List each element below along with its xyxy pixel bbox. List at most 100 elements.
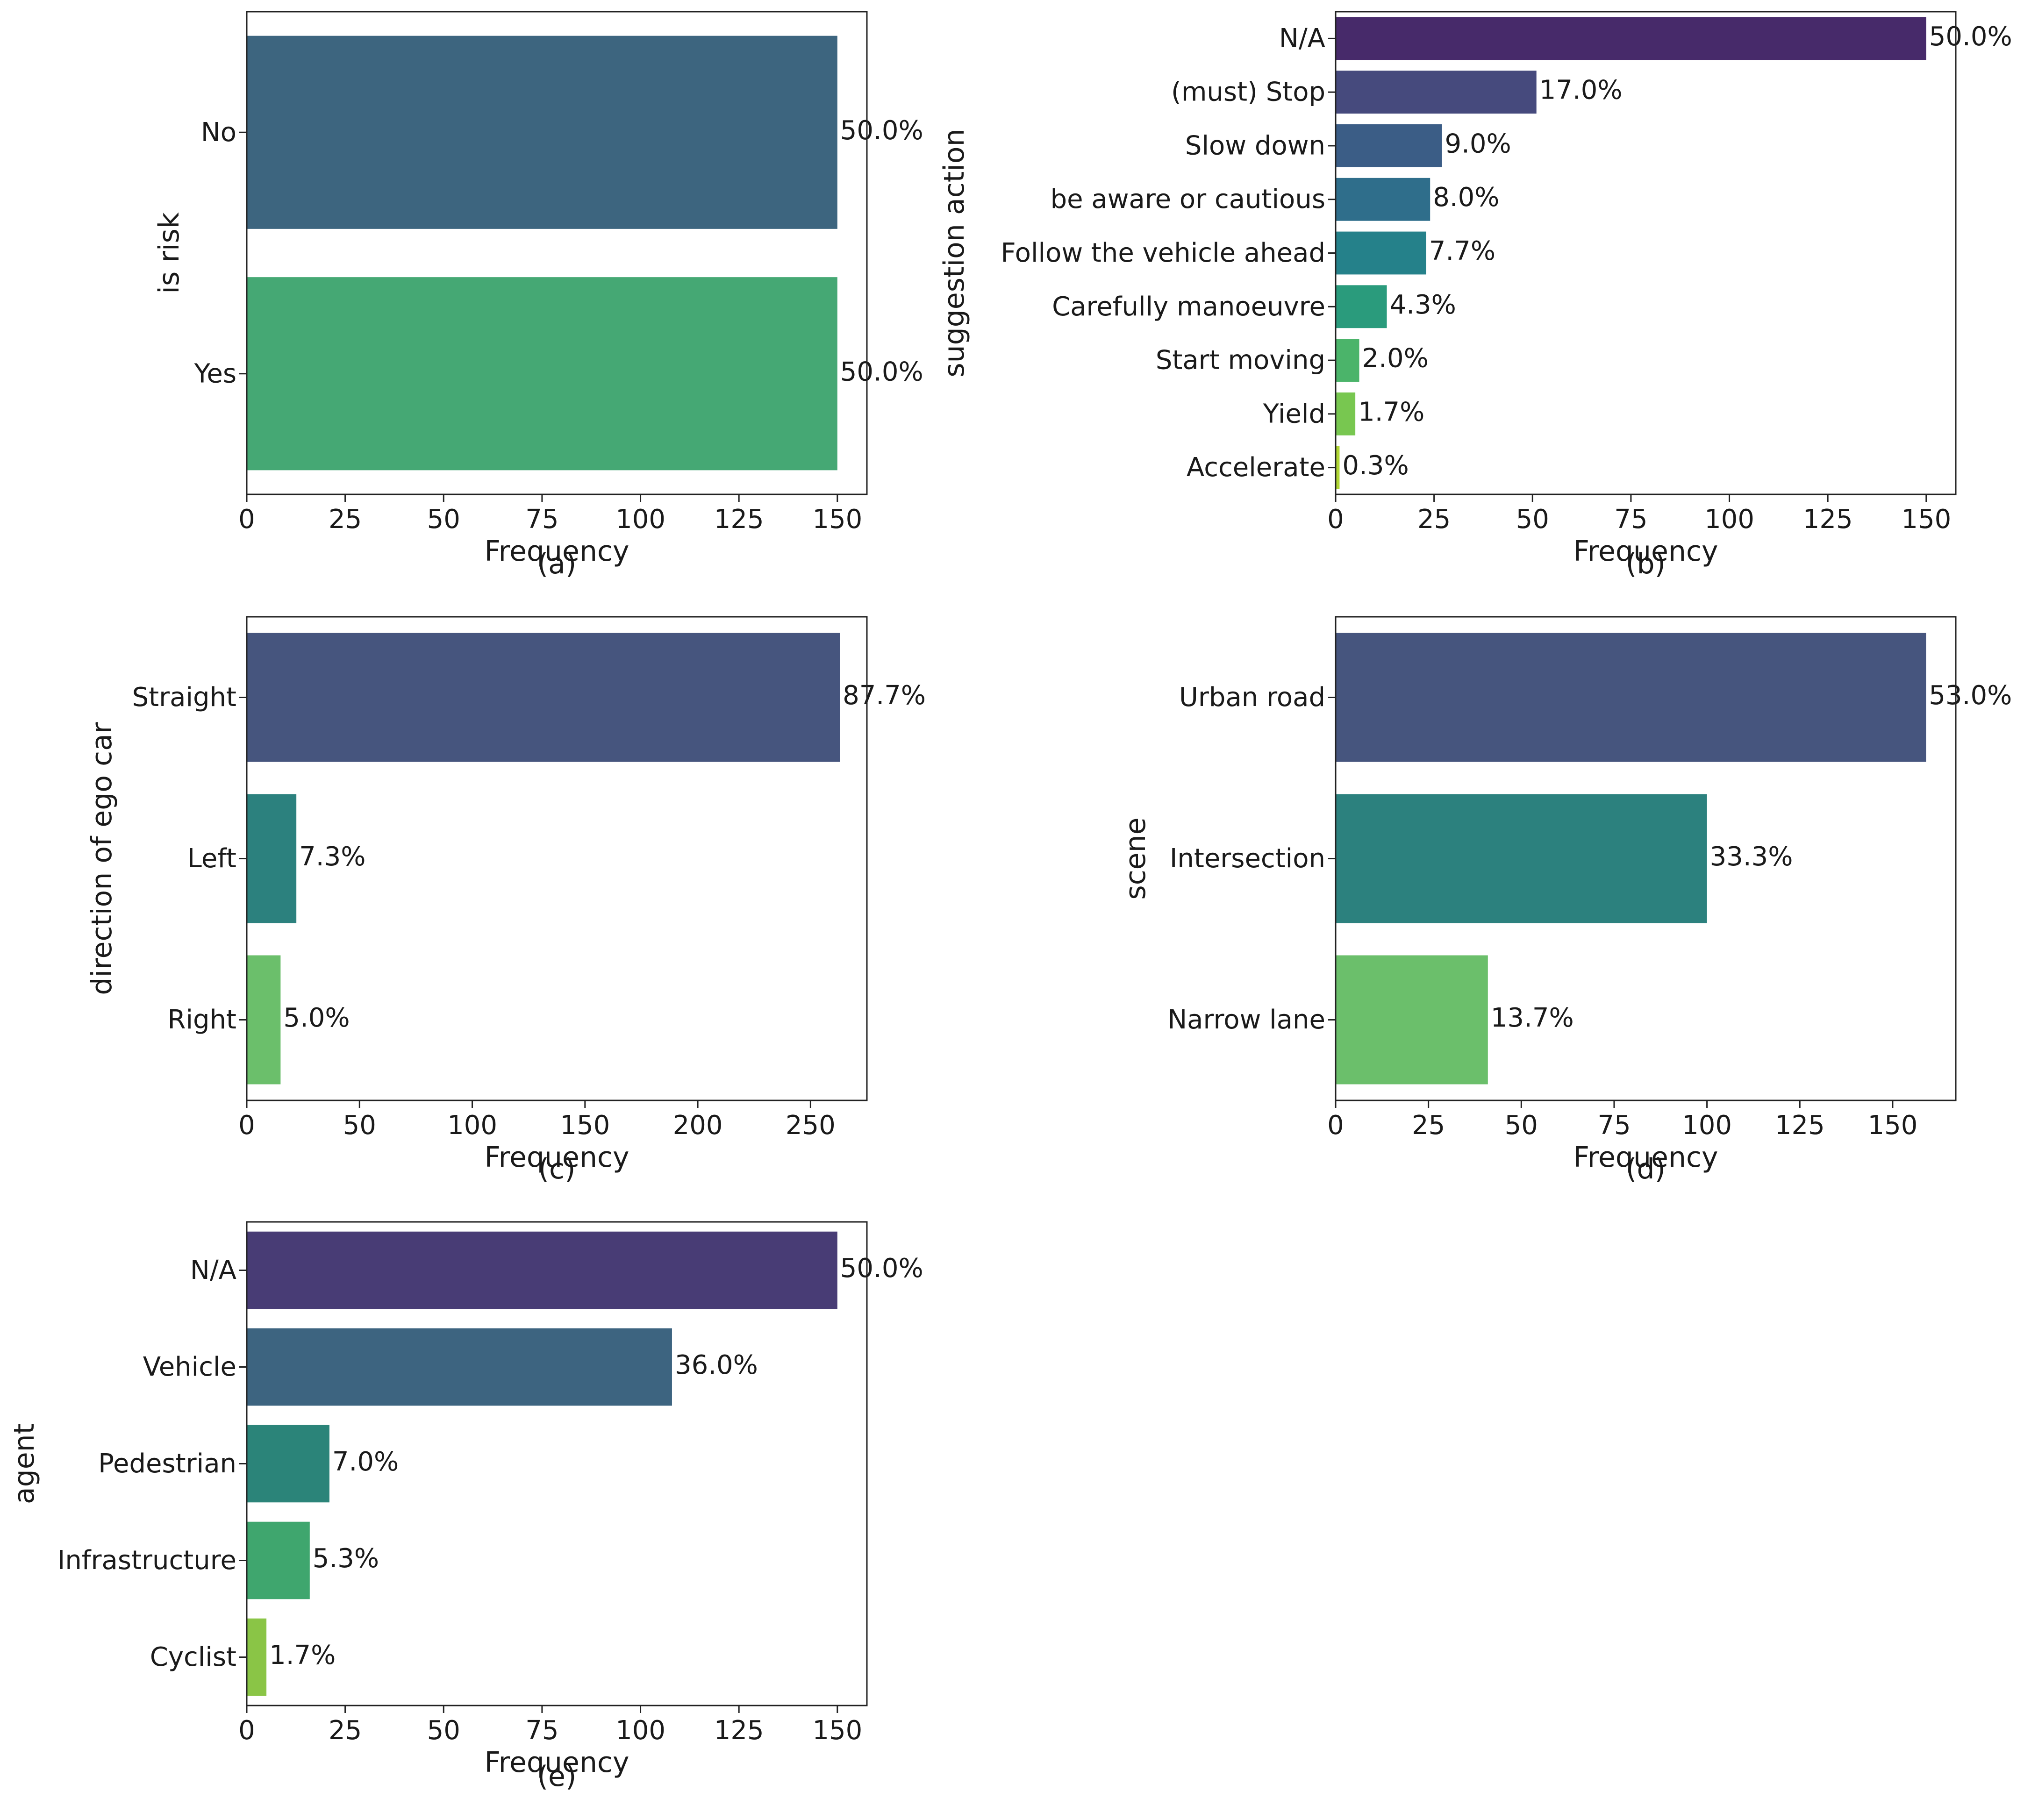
x-axis-title: Frequency: [1573, 1141, 1718, 1174]
y-tick-label: Left: [187, 843, 236, 874]
panel-caption: (c): [538, 1153, 576, 1185]
y-tick-label: Narrow lane: [1167, 1005, 1325, 1035]
y-tick-label: Urban road: [1179, 682, 1325, 713]
y-tick-label: Start moving: [1156, 345, 1325, 376]
x-axis-title: Frequency: [1573, 535, 1718, 568]
x-axis-title: Frequency: [485, 1746, 629, 1779]
x-tick-label: 150: [812, 1715, 862, 1746]
x-tick-label: 50: [427, 1715, 460, 1746]
x-tick-label: 75: [525, 1715, 558, 1746]
plot-frame: [246, 616, 868, 1101]
bar-data-label: 7.0%: [332, 1447, 399, 1477]
x-tick-label: 75: [1614, 504, 1647, 535]
bar-data-label: 1.7%: [1358, 397, 1424, 427]
y-tick-label: Slow down: [1185, 130, 1325, 161]
bar-data-label: 5.0%: [283, 1003, 350, 1033]
panel-e: N/A 50.0% Vehicle 36.0% Pedestrian 7.0% Infras…: [8, 1221, 923, 1793]
y-tick-label: Intersection: [1170, 843, 1325, 874]
panel-d: Urban road 53.0% Intersection 33.3% Narrow l…: [1119, 616, 2012, 1185]
x-tick-label: 0: [238, 504, 255, 535]
y-tick-label: Infrastructure: [57, 1545, 236, 1576]
y-tick-label: Straight: [132, 682, 236, 713]
x-tick-label: 50: [1505, 1110, 1538, 1141]
bar-data-label: 1.7%: [269, 1640, 336, 1670]
y-axis-title: scene: [1119, 817, 1152, 899]
x-tick-label: 25: [1417, 504, 1451, 535]
x-tick-label: 125: [714, 1715, 764, 1746]
panel-caption: (a): [537, 548, 577, 580]
x-tick-label: 125: [714, 504, 764, 535]
bar-data-label: 9.0%: [1445, 128, 1511, 159]
y-tick-label: Cyclist: [150, 1642, 236, 1672]
x-tick-label: 150: [812, 504, 862, 535]
y-tick-label: Follow the vehicle ahead: [1001, 238, 1325, 268]
plot-frame: [246, 1221, 868, 1706]
bar: [247, 955, 281, 1085]
panel-a: No 50.0% Yes 50.0% 0 25 50 75 100 125 150 Frequency…: [153, 11, 923, 580]
plot-frame: [1335, 11, 1957, 495]
bar-data-label: 50.0%: [840, 115, 923, 146]
bar-data-label: 5.3%: [313, 1543, 379, 1574]
x-tick-label: 50: [1516, 504, 1549, 535]
bar: [1336, 231, 1426, 275]
y-tick-label: Vehicle: [143, 1352, 236, 1382]
bar-data-label: 87.7%: [843, 680, 926, 711]
bar: [1336, 955, 1488, 1085]
bar-data-label: 50.0%: [840, 357, 923, 387]
x-tick-label: 0: [1327, 504, 1344, 535]
x-axis-title: Frequency: [485, 1141, 629, 1174]
bar: [1336, 178, 1430, 221]
bar-data-label: 36.0%: [675, 1350, 758, 1380]
y-axis-title: suggestion action: [938, 128, 971, 377]
bar: [1336, 392, 1356, 435]
panel-caption: (b): [1626, 548, 1666, 580]
y-tick-label: (must) Stop: [1171, 77, 1325, 107]
x-tick-label: 150: [560, 1110, 610, 1141]
bar-data-label: 50.0%: [840, 1253, 923, 1284]
y-tick-label: Accelerate: [1187, 452, 1325, 483]
y-tick-label: Carefully manoeuvre: [1052, 292, 1325, 322]
x-tick-label: 125: [1803, 504, 1853, 535]
panel-caption: (d): [1626, 1153, 1666, 1185]
bar: [247, 1425, 329, 1503]
bar-data-label: 4.3%: [1390, 290, 1456, 320]
bar: [247, 36, 837, 229]
x-tick-label: 75: [1597, 1110, 1631, 1141]
y-tick-label: N/A: [190, 1255, 236, 1285]
bar-data-label: 33.3%: [1710, 842, 1793, 872]
bar: [1336, 17, 1926, 60]
x-tick-label: 125: [1775, 1110, 1825, 1141]
bar-data-label: 53.0%: [1929, 680, 2012, 711]
x-tick-label: 250: [786, 1110, 836, 1141]
y-tick-label: Pedestrian: [98, 1449, 236, 1479]
bar: [247, 1328, 672, 1406]
bar: [247, 277, 837, 471]
bar: [247, 1521, 310, 1599]
bar-data-label: 17.0%: [1539, 75, 1623, 106]
bar: [1336, 285, 1387, 328]
y-tick-label: Yield: [1263, 399, 1325, 429]
y-tick-label: No: [201, 117, 236, 148]
bar-data-label: 8.0%: [1433, 182, 1499, 213]
bar-data-label: 7.7%: [1429, 236, 1495, 266]
y-tick-label: be aware or cautious: [1051, 184, 1325, 214]
x-tick-label: 50: [427, 504, 460, 535]
x-tick-label: 0: [1327, 1110, 1344, 1141]
bar: [247, 1618, 267, 1696]
plot-frame: [1335, 616, 1957, 1101]
y-axis-title: is risk: [153, 212, 186, 294]
bar: [247, 794, 297, 923]
x-tick-label: 150: [1867, 1110, 1917, 1141]
x-tick-label: 0: [238, 1715, 255, 1746]
x-tick-label: 150: [1901, 504, 1951, 535]
bar-data-label: 7.3%: [299, 842, 365, 872]
x-tick-label: 100: [447, 1110, 497, 1141]
x-tick-label: 100: [1704, 504, 1754, 535]
x-tick-label: 200: [673, 1110, 723, 1141]
bar-data-label: 2.0%: [1362, 343, 1429, 374]
plot-frame: [246, 11, 868, 495]
x-tick-label: 100: [615, 504, 665, 535]
x-tick-label: 100: [615, 1715, 665, 1746]
panel-caption: (e): [537, 1760, 577, 1793]
panel-b: N/A 50.0% (must) Stop 17.0% Slow down 9.0% be …: [938, 11, 2012, 580]
